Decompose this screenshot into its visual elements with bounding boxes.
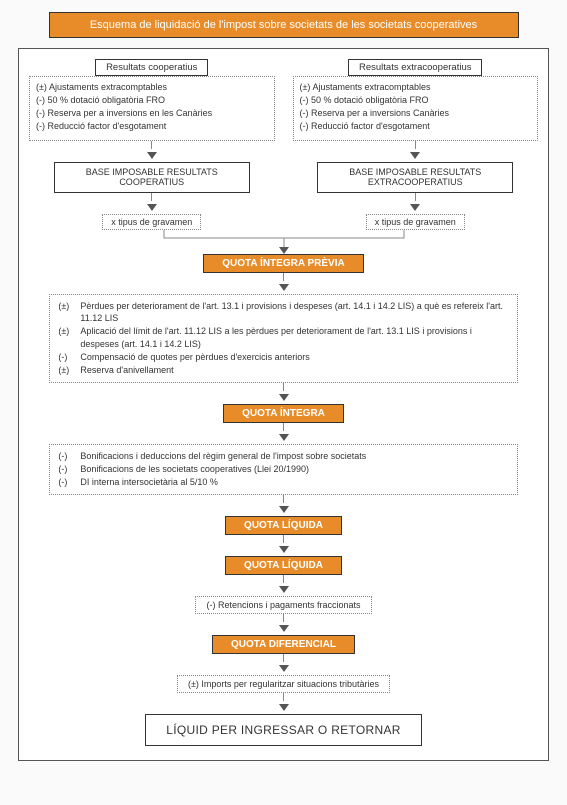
final-result: LÍQUID PER INGRESSAR O RETORNAR bbox=[145, 714, 421, 746]
sym: (-) bbox=[58, 463, 80, 475]
adj-item: (-) Reserva per a inversions Canàries bbox=[300, 107, 532, 119]
stage-quota-liquida-1: QUOTA LÍQUIDA bbox=[225, 516, 342, 535]
adj-item: (-) Reducció factor d'esgotament bbox=[300, 120, 532, 132]
sym: (±) bbox=[58, 364, 80, 376]
txt: Aplicació del límit de l'art. 11.12 LIS … bbox=[80, 325, 508, 349]
arrow-down-icon bbox=[279, 506, 289, 513]
arrow-down-icon bbox=[279, 586, 289, 593]
arrow-down-icon bbox=[279, 394, 289, 401]
adjust-list-left: (±) Ajustaments extracomptables (-) 50 %… bbox=[29, 76, 275, 141]
arrow-down-icon bbox=[147, 152, 157, 159]
base-imposable-left: BASE IMPOSABLE RESULTATS COOPERATIUS bbox=[54, 162, 250, 194]
arrow-down-icon bbox=[279, 284, 289, 291]
arrow-down-icon bbox=[279, 625, 289, 632]
stage-quota-integra-previa: QUOTA ÍNTEGRA PRÈVIA bbox=[203, 254, 363, 273]
stage3-adjustment: (-) Retencions i pagaments fraccionats bbox=[195, 596, 371, 614]
arrow-down-icon bbox=[410, 152, 420, 159]
adj-item: (±) Ajustaments extracomptables bbox=[36, 81, 268, 93]
stage-quota-liquida-2: QUOTA LÍQUIDA bbox=[225, 556, 342, 575]
arrow-down-icon bbox=[410, 204, 420, 211]
sym: (-) bbox=[58, 351, 80, 363]
diagram-title: Esquema de liquidació de l'impost sobre … bbox=[49, 12, 519, 38]
txt: Bonificacions i deduccions del règim gen… bbox=[80, 450, 508, 462]
adjust-list-right: (±) Ajustaments extracomptables (-) 50 %… bbox=[293, 76, 539, 141]
two-columns: Resultats cooperatius (±) Ajustaments ex… bbox=[29, 59, 538, 230]
txt: Compensació de quotes per pèrdues d'exer… bbox=[80, 351, 508, 363]
arrow-down-icon bbox=[279, 434, 289, 441]
header-extracooperatius: Resultats extracooperatius bbox=[348, 59, 482, 76]
stage4-adjustment: (±) Imports per regularitzar situacions … bbox=[177, 675, 390, 693]
adj-item: (-) 50 % dotació obligatòria FRO bbox=[300, 94, 532, 106]
txt: Pèrdues per deteriorament de l'art. 13.1… bbox=[80, 300, 508, 324]
main-frame: Resultats cooperatius (±) Ajustaments ex… bbox=[18, 48, 549, 761]
txt: Bonificacions de les societats cooperati… bbox=[80, 463, 508, 475]
txt: Reserva d'anivellament bbox=[80, 364, 508, 376]
sym: (-) bbox=[58, 450, 80, 462]
arrow-down-icon bbox=[147, 204, 157, 211]
txt: DI interna intersocietària al 5/10 % bbox=[80, 476, 508, 488]
adj-item: (±) Ajustaments extracomptables bbox=[300, 81, 532, 93]
header-cooperatius: Resultats cooperatius bbox=[95, 59, 208, 76]
col-cooperatius: Resultats cooperatius (±) Ajustaments ex… bbox=[29, 59, 275, 230]
stage-quota-diferencial: QUOTA DIFERENCIAL bbox=[212, 635, 355, 654]
adj-item: (-) Reducció factor d'esgotament bbox=[36, 120, 268, 132]
arrow-down-icon bbox=[279, 665, 289, 672]
base-imposable-right: BASE IMPOSABLE RESULTATS EXTRACOOPERATIU… bbox=[317, 162, 513, 194]
stage1-adjustments: (±)Pèrdues per deteriorament de l'art. 1… bbox=[49, 294, 517, 383]
arrow-down-icon bbox=[279, 704, 289, 711]
stage2-adjustments: (-)Bonificacions i deduccions del règim … bbox=[49, 444, 517, 495]
sym: (-) bbox=[58, 476, 80, 488]
col-extracooperatius: Resultats extracooperatius (±) Ajustamen… bbox=[293, 59, 539, 230]
mult-right: x tipus de gravamen bbox=[366, 214, 465, 230]
merge-connector bbox=[44, 230, 524, 254]
adj-item: (-) 50 % dotació obligatòria FRO bbox=[36, 94, 268, 106]
arrow-down-icon bbox=[279, 546, 289, 553]
mult-left: x tipus de gravamen bbox=[102, 214, 201, 230]
sym: (±) bbox=[58, 300, 80, 324]
sym: (±) bbox=[58, 325, 80, 349]
adj-item: (-) Reserva per a inversions en les Canà… bbox=[36, 107, 268, 119]
stage-quota-integra: QUOTA ÍNTEGRA bbox=[223, 404, 344, 423]
